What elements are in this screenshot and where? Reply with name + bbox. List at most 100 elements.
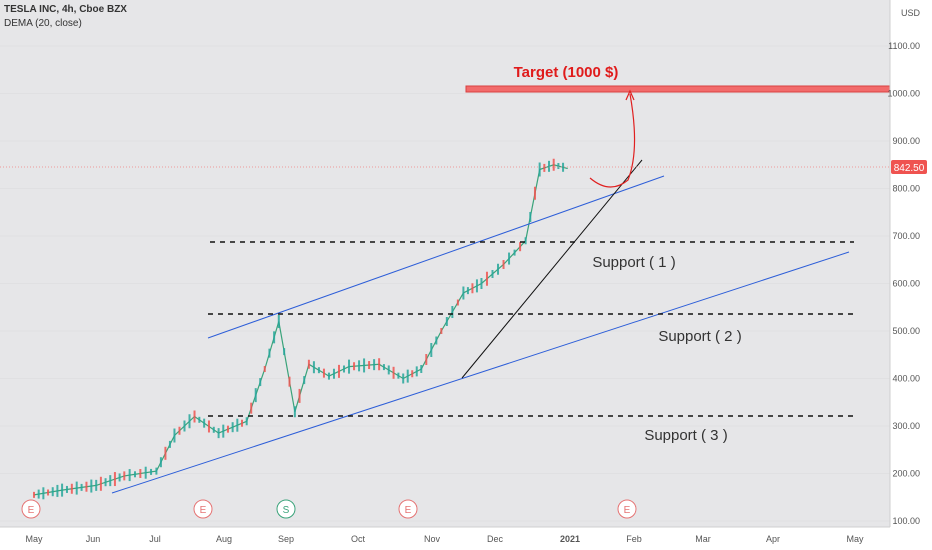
candle — [168, 440, 171, 448]
x-tick-label: Aug — [216, 534, 232, 544]
candle — [406, 369, 409, 383]
event-marker[interactable] — [276, 499, 296, 519]
candle — [451, 306, 454, 318]
candle — [277, 315, 280, 328]
y-tick-label: 900.00 — [892, 136, 920, 146]
candle — [378, 358, 381, 371]
currency-label: USD — [901, 8, 921, 18]
candle — [128, 469, 131, 482]
candle — [557, 163, 560, 170]
candle — [462, 286, 465, 300]
x-axis-ticks: May Jun Jul Aug Sep Oct Nov Dec 2021 Feb Mar Apr May — [25, 534, 864, 544]
candle — [283, 348, 286, 356]
candle — [263, 366, 266, 372]
candle — [99, 476, 102, 491]
candle — [118, 473, 121, 482]
price-badge — [891, 160, 927, 174]
candle — [519, 242, 522, 252]
candle — [307, 359, 310, 369]
candle — [353, 362, 356, 371]
candle — [61, 483, 64, 497]
candle — [33, 491, 35, 498]
candle — [70, 483, 73, 494]
y-tick-label: 100.00 — [892, 516, 920, 526]
target-zone[interactable] — [465, 85, 891, 93]
candle — [123, 471, 126, 481]
candle — [466, 287, 469, 295]
y-tick-label: 1100.00 — [888, 41, 920, 51]
candle — [236, 418, 239, 432]
candle — [322, 368, 325, 378]
candle — [524, 237, 527, 245]
candle — [430, 343, 433, 357]
candle — [358, 360, 361, 372]
candle — [144, 466, 147, 479]
candle — [402, 373, 405, 384]
candle — [343, 365, 346, 373]
candle — [198, 416, 201, 423]
candle — [104, 478, 107, 487]
candle — [178, 426, 181, 435]
candle — [337, 364, 340, 378]
candle — [245, 417, 248, 426]
x-tick-label: Sep — [278, 534, 294, 544]
candle — [51, 487, 54, 497]
channel-lower-line[interactable] — [111, 251, 850, 494]
candle — [420, 365, 423, 373]
candle — [497, 263, 500, 275]
candle — [85, 481, 88, 492]
y-axis-ticks: 1100.00 1000.00 900.00 800.00 700.00 600.00 50… — [887, 41, 920, 526]
trend-line[interactable] — [461, 159, 643, 379]
candle — [173, 428, 176, 443]
x-tick-label: May — [846, 534, 864, 544]
candle — [222, 424, 225, 438]
candle — [303, 376, 306, 385]
candle — [254, 388, 257, 403]
candle — [113, 472, 116, 487]
candle — [425, 354, 428, 365]
candle — [312, 361, 315, 374]
candle — [139, 469, 142, 478]
event-marker[interactable] — [193, 499, 213, 519]
candle — [217, 428, 220, 439]
event-marker[interactable] — [21, 499, 41, 519]
candle — [226, 425, 229, 433]
candle — [164, 446, 167, 460]
candle — [368, 361, 371, 370]
candle — [212, 426, 215, 433]
y-tick-label: 300.00 — [892, 421, 920, 431]
event-marker[interactable] — [398, 499, 418, 519]
x-tick-label: Jun — [86, 534, 101, 544]
channel-upper-line[interactable] — [207, 175, 665, 339]
x-tick-label: Dec — [487, 534, 504, 544]
candle — [513, 249, 516, 256]
y-tick-label: 400.00 — [892, 374, 920, 384]
candles — [33, 158, 565, 500]
candle — [273, 331, 276, 344]
candle — [250, 402, 253, 414]
candle — [109, 475, 112, 487]
indicator-legend[interactable]: DEMA (20, close) — [4, 18, 82, 29]
projection-arrow — [589, 93, 636, 188]
candle — [491, 270, 494, 278]
support-1-label: Support ( 1 ) — [592, 254, 675, 271]
support-2-label: Support ( 2 ) — [658, 328, 741, 345]
candle — [348, 359, 351, 374]
event-marker-label: S — [283, 505, 290, 516]
candle — [387, 365, 390, 375]
event-marker-label: E — [405, 505, 412, 516]
symbol-title[interactable]: TESLA INC, 4h, Cboe BZX — [4, 4, 127, 15]
candle — [502, 260, 505, 269]
candle — [440, 328, 443, 334]
candle — [133, 471, 136, 478]
candle — [80, 483, 83, 491]
event-marker-label: E — [624, 505, 631, 516]
projection-arrow-head — [625, 89, 635, 101]
event-marker[interactable] — [617, 499, 637, 519]
candle — [155, 467, 158, 475]
grid — [0, 45, 890, 522]
candle — [552, 158, 555, 171]
